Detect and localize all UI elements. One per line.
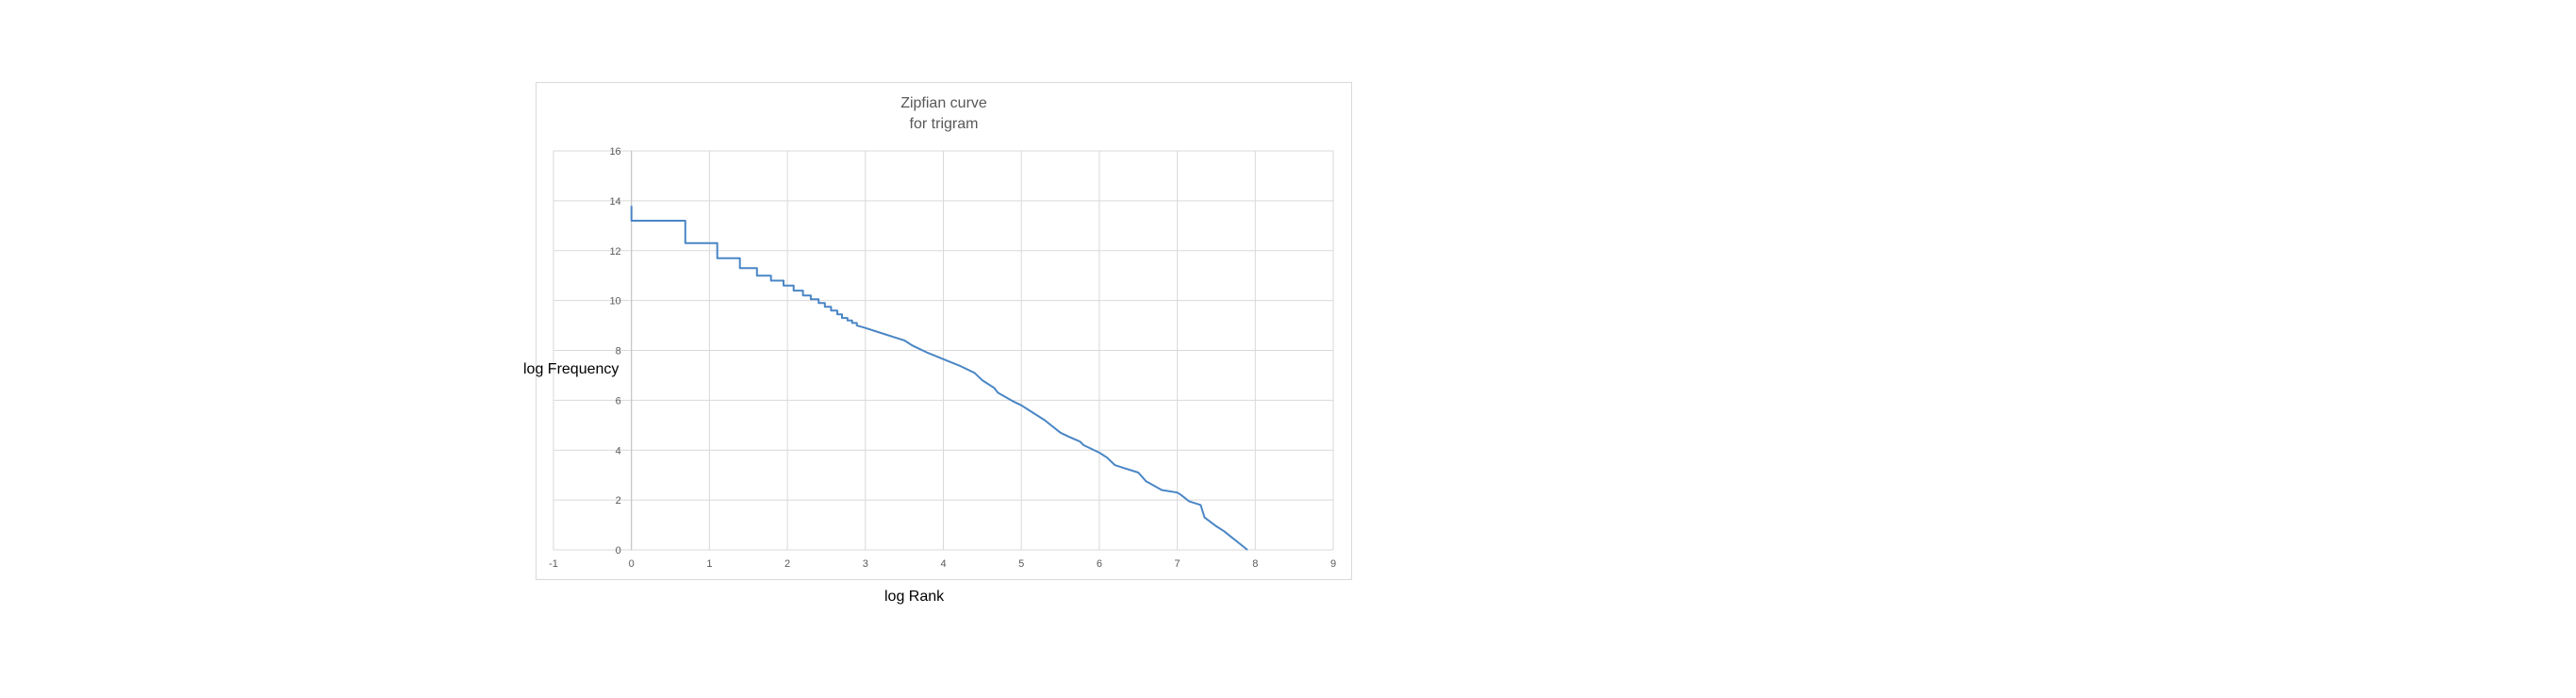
chart-title-line-2: for trigram (909, 116, 979, 132)
x-axis-label: log Rank (884, 589, 945, 605)
chart-title-line-1: Zipfian curve (900, 95, 987, 111)
chart-area (536, 82, 1352, 580)
chart-title: Zipfian curve for trigram (536, 93, 1352, 135)
y-axis-label: log Frequency (523, 361, 619, 377)
